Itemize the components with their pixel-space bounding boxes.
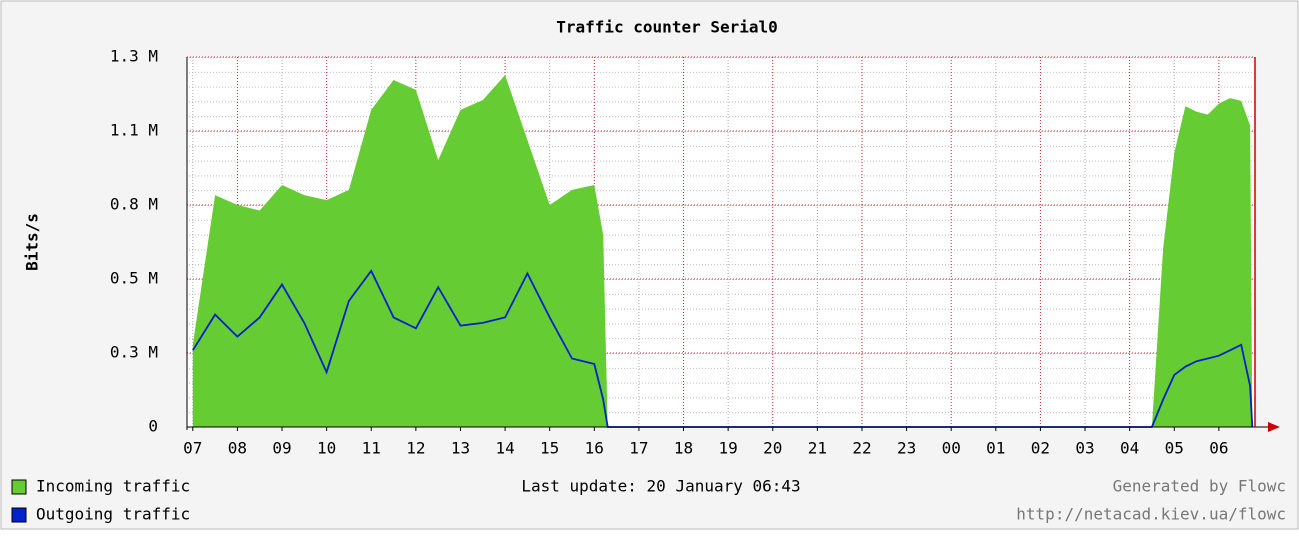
x-tick-label: 23 [897, 439, 916, 458]
x-tick-label: 08 [228, 439, 247, 458]
y-tick-label: 0.8 M [110, 195, 158, 214]
x-tick-label: 00 [942, 439, 961, 458]
x-tick-label: 10 [317, 439, 336, 458]
legend-label: Incoming traffic [36, 477, 190, 496]
x-tick-label: 22 [852, 439, 871, 458]
x-tick-label: 14 [495, 439, 514, 458]
legend-swatch [11, 507, 27, 523]
y-tick-label: 1.1 M [110, 121, 158, 140]
x-tick-label: 18 [674, 439, 693, 458]
x-tick-label: 21 [808, 439, 827, 458]
generator: Generated by Flowc [1113, 477, 1286, 496]
marks [192, 75, 1254, 428]
x-tick-label: 02 [1031, 439, 1050, 458]
x-tick-label: 04 [1120, 439, 1139, 458]
x-tick-label: 05 [1165, 439, 1184, 458]
legend-label: Outgoing traffic [36, 505, 190, 524]
x-tick-label: 03 [1075, 439, 1094, 458]
x-tick-label: 13 [451, 439, 470, 458]
line [192, 269, 1254, 428]
x-tick-label: 15 [540, 439, 559, 458]
x-tick-label: 19 [719, 439, 738, 458]
x-tick-label: 09 [272, 439, 291, 458]
y-axis-label: Bits/s [23, 213, 42, 271]
x-tick-label: 11 [362, 439, 381, 458]
area [192, 75, 1253, 427]
url: http://netacad.kiev.ua/flowc [1016, 505, 1286, 524]
chart-title: Traffic counter Serial0 [556, 18, 778, 37]
y-tick-label: 1.3 M [110, 47, 158, 66]
x-tick-label: 06 [1209, 439, 1228, 458]
legend: Incoming traffic Outgoing traffic [11, 477, 190, 524]
x-tick-label: 17 [629, 439, 648, 458]
y-tick-label: 0.3 M [110, 343, 158, 362]
y-tick-label: 0.5 M [110, 269, 158, 288]
x-tick-label: 12 [406, 439, 425, 458]
x-tick-label: 07 [183, 439, 202, 458]
x-tick-label: 16 [585, 439, 604, 458]
y-tick-label: 0 [148, 417, 158, 436]
x-tick-label: 01 [986, 439, 1005, 458]
last-update: Last update: 20 January 06:43 [521, 477, 800, 496]
x-tick-label: 20 [763, 439, 782, 458]
axis-arrow [1268, 422, 1280, 432]
legend-swatch [11, 479, 27, 495]
